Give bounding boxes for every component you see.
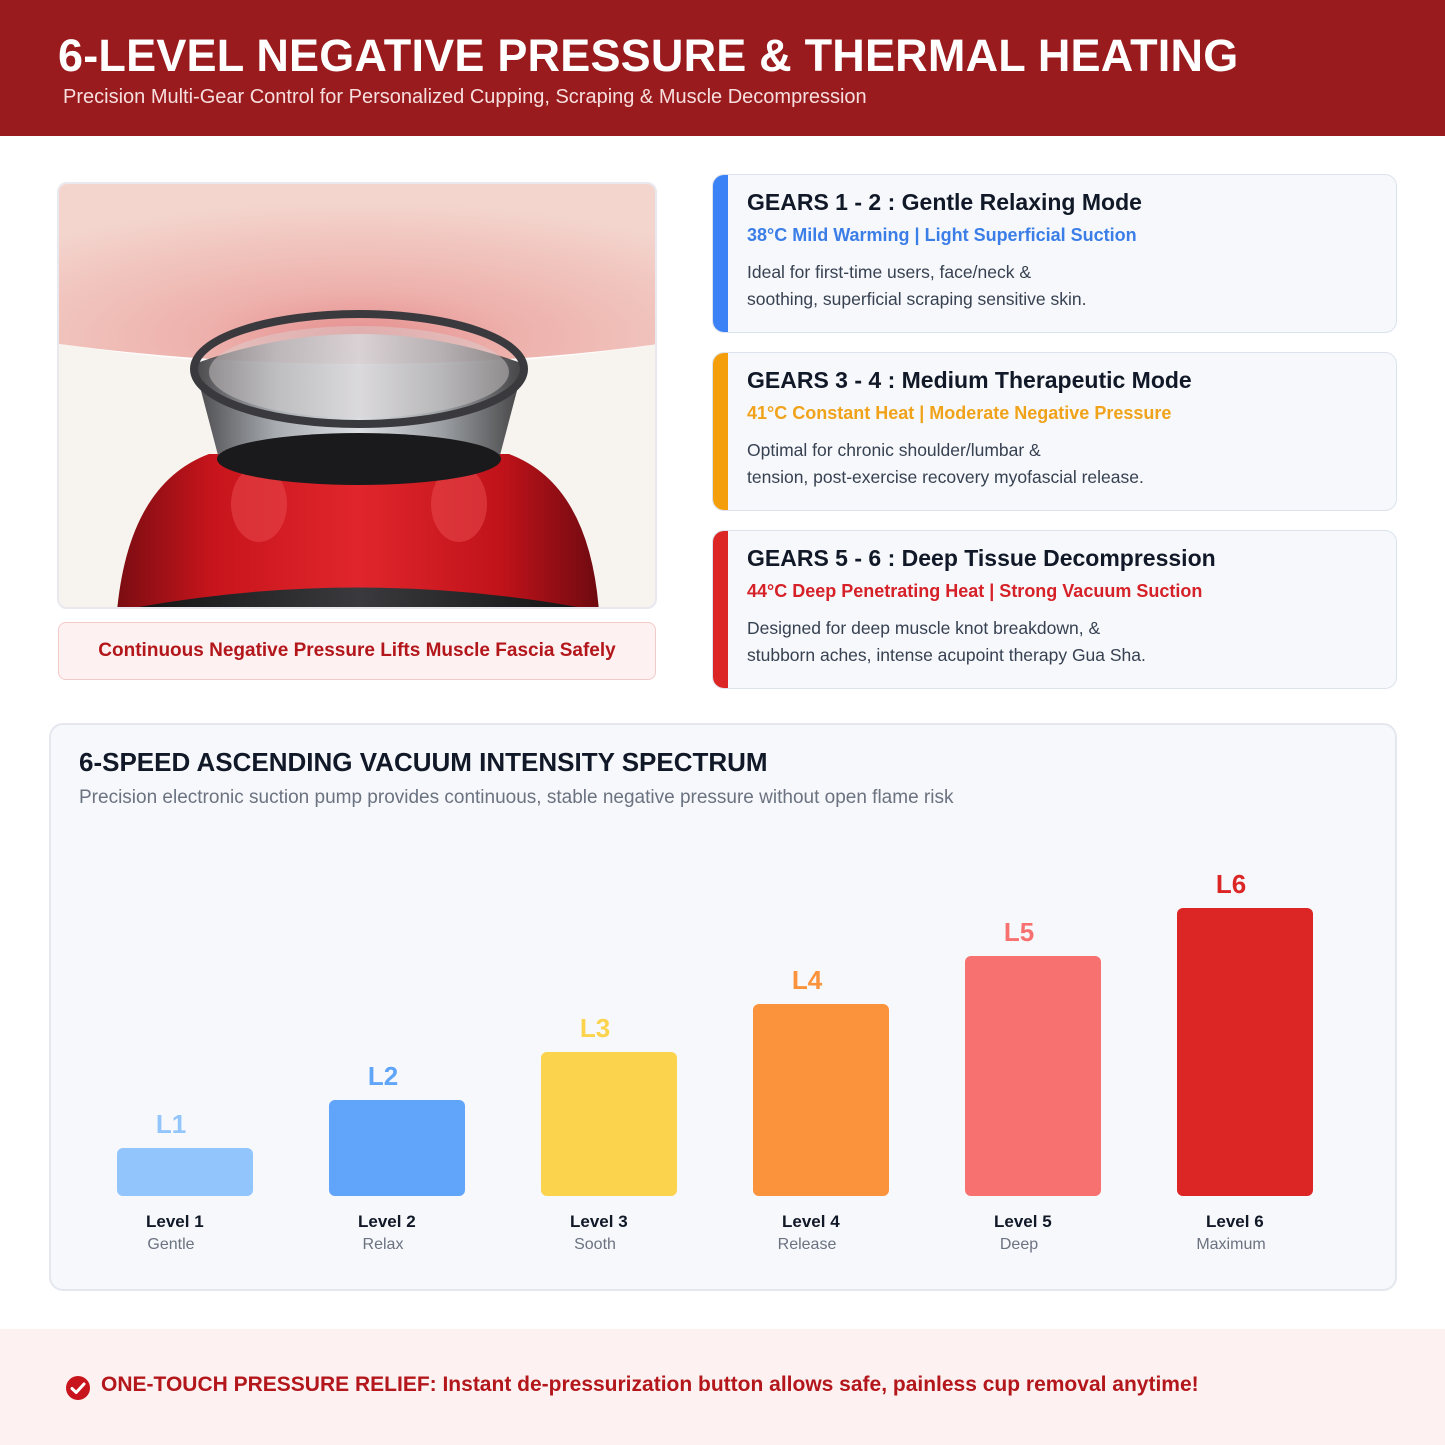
level-descriptor: Maximum bbox=[1196, 1236, 1265, 1253]
gear-description: Optimal for chronic shoulder/lumbar & te… bbox=[747, 437, 1144, 491]
page-title: 6-LEVEL NEGATIVE PRESSURE & THERMAL HEAT… bbox=[58, 30, 1239, 81]
x-tick-label: Level 5 bbox=[994, 1212, 1052, 1231]
chart-subtitle: Precision electronic suction pump provid… bbox=[79, 787, 954, 808]
image-caption: Continuous Negative Pressure Lifts Muscl… bbox=[58, 622, 656, 680]
bar-level-4 bbox=[753, 1004, 889, 1196]
chart-title: 6-SPEED ASCENDING VACUUM INTENSITY SPECT… bbox=[79, 747, 768, 777]
level-descriptor: Relax bbox=[363, 1236, 404, 1253]
description-line: Designed for deep muscle knot breakdown,… bbox=[747, 618, 1101, 638]
bar-level-1 bbox=[117, 1148, 253, 1196]
description-line: Optimal for chronic shoulder/lumbar & bbox=[747, 440, 1041, 460]
x-tick-label: Level 2 bbox=[358, 1212, 416, 1231]
gear-description: Designed for deep muscle knot breakdown,… bbox=[747, 615, 1146, 669]
level-descriptor: Release bbox=[778, 1236, 837, 1253]
bar-data-label: L2 bbox=[368, 1061, 398, 1091]
x-tick-label: Level 3 bbox=[570, 1212, 628, 1231]
level-descriptor: Gentle bbox=[147, 1236, 194, 1253]
cupping-device-image bbox=[57, 182, 657, 609]
accent-bar bbox=[713, 353, 728, 510]
gear-title: GEARS 1 - 2 : Gentle Relaxing Mode bbox=[747, 189, 1142, 215]
page-subtitle: Precision Multi-Gear Control for Persona… bbox=[63, 86, 867, 108]
gear-spec: 41°C Constant Heat | Moderate Negative P… bbox=[747, 403, 1172, 423]
x-tick-label: Level 4 bbox=[782, 1212, 840, 1231]
accent-bar bbox=[713, 175, 728, 332]
gear-title: GEARS 3 - 4 : Medium Therapeutic Mode bbox=[747, 367, 1192, 393]
footer-note-banner: ONE-TOUCH PRESSURE RELIEF: Instant de-pr… bbox=[0, 1329, 1445, 1445]
bar-data-label: L4 bbox=[792, 965, 823, 995]
bar-level-6 bbox=[1177, 908, 1313, 1196]
intensity-chart-panel: 6-SPEED ASCENDING VACUUM INTENSITY SPECT… bbox=[49, 723, 1397, 1291]
intensity-bar-chart: L1 Level 1 Gentle L2 Level 2 Relax L3 Level 3 So… bbox=[117, 869, 1313, 1253]
caption-text: Continuous Negative Pressure Lifts Muscl… bbox=[98, 640, 616, 661]
bar-data-label: L1 bbox=[156, 1109, 186, 1139]
description-line: stubborn aches, intense acupoint therapy… bbox=[747, 645, 1146, 665]
header-banner: 6-LEVEL NEGATIVE PRESSURE & THERMAL HEAT… bbox=[0, 0, 1445, 136]
bar-level-5 bbox=[965, 956, 1101, 1196]
bar-level-3 bbox=[541, 1052, 677, 1196]
accent-bar bbox=[713, 531, 728, 688]
bar-level-2 bbox=[329, 1100, 465, 1196]
pressure-relief-note: ONE-TOUCH PRESSURE RELIEF: Instant de-pr… bbox=[101, 1373, 1199, 1396]
gear-title: GEARS 5 - 6 : Deep Tissue Decompression bbox=[747, 545, 1216, 571]
gear-card-5-6: GEARS 5 - 6 : Deep Tissue Decompression … bbox=[712, 530, 1397, 689]
gear-spec: 38°C Mild Warming | Light Superficial Su… bbox=[747, 225, 1137, 245]
check-circle-icon bbox=[66, 1376, 90, 1400]
gear-card-1-2: GEARS 1 - 2 : Gentle Relaxing Mode 38°C … bbox=[712, 174, 1397, 333]
level-descriptor: Deep bbox=[1000, 1236, 1038, 1253]
x-tick-label: Level 6 bbox=[1206, 1212, 1264, 1231]
bar-data-label: L5 bbox=[1004, 917, 1034, 947]
bar-data-label: L3 bbox=[580, 1013, 610, 1043]
description-line: tension, post-exercise recovery myofasci… bbox=[747, 467, 1144, 487]
gear-card-3-4: GEARS 3 - 4 : Medium Therapeutic Mode 41… bbox=[712, 352, 1397, 511]
x-tick-label: Level 1 bbox=[146, 1212, 204, 1231]
level-descriptor: Sooth bbox=[574, 1236, 616, 1253]
description-line: soothing, superficial scraping sensitive… bbox=[747, 289, 1087, 309]
gear-spec: 44°C Deep Penetrating Heat | Strong Vacu… bbox=[747, 581, 1203, 601]
description-line: Ideal for first-time users, face/neck & bbox=[747, 262, 1031, 282]
bar-data-label: L6 bbox=[1216, 869, 1246, 899]
gear-description: Ideal for first-time users, face/neck & … bbox=[747, 259, 1086, 313]
